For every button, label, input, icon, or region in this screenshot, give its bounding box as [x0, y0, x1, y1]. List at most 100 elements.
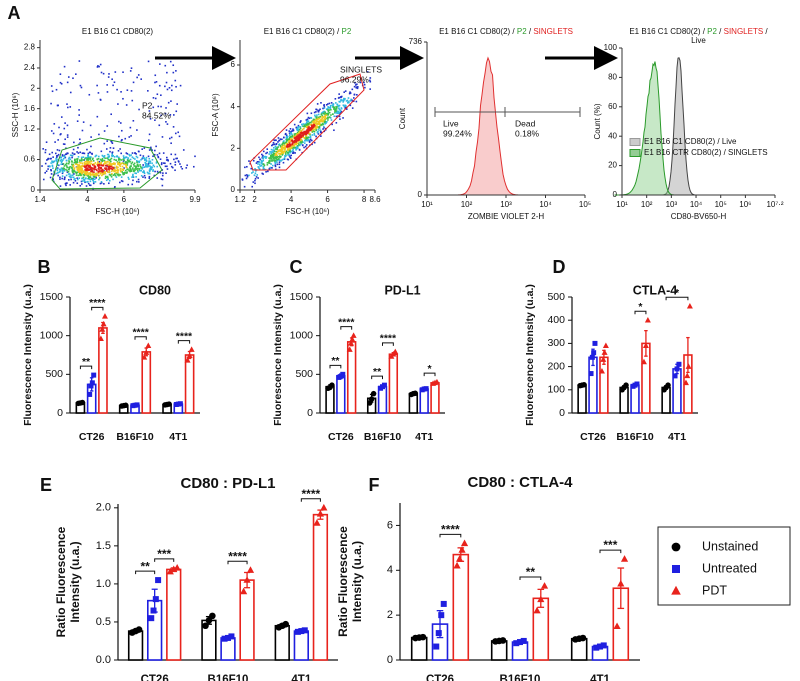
event-dot — [272, 152, 275, 155]
event-dot — [289, 144, 291, 146]
event-dot — [262, 163, 265, 165]
x-axis-label: FSC-H (10⁶) — [285, 207, 330, 216]
event-dot — [128, 136, 131, 138]
event-dot — [123, 159, 126, 161]
event-dot — [258, 168, 261, 170]
event-dot — [58, 168, 61, 171]
event-dot — [275, 156, 277, 158]
gate-percent: 99.24% — [443, 128, 472, 138]
event-dot — [92, 179, 94, 182]
event-dot — [77, 166, 80, 169]
event-dot — [281, 144, 283, 146]
event-dot — [148, 161, 150, 164]
event-dot — [125, 156, 128, 159]
y-tick-label: 0 — [418, 190, 423, 199]
event-dot — [52, 156, 54, 158]
y-tick-label: 2.8 — [24, 43, 36, 52]
event-dot — [47, 165, 50, 168]
event-dot — [148, 110, 151, 112]
data-point — [513, 640, 520, 647]
gate — [51, 137, 163, 190]
event-dot — [331, 104, 334, 106]
event-dot — [285, 154, 287, 157]
event-dot — [79, 171, 82, 173]
event-dot — [127, 183, 130, 186]
event-dot — [118, 135, 120, 138]
event-dot — [304, 145, 307, 148]
event-dot — [305, 123, 308, 126]
event-dot — [194, 155, 196, 158]
event-dot — [72, 148, 75, 151]
event-dot — [134, 158, 136, 160]
significance-bracket — [371, 375, 383, 380]
event-dot — [99, 170, 102, 172]
y-axis-label: Ratio Fluorescence — [336, 526, 350, 637]
event-dot — [269, 156, 272, 159]
event-dot — [141, 157, 144, 160]
event-dot — [120, 180, 123, 182]
event-dot — [101, 168, 104, 171]
event-dot — [138, 181, 140, 183]
event-dot — [152, 169, 154, 171]
data-point — [453, 561, 461, 569]
event-dot — [69, 106, 72, 108]
event-dot — [61, 170, 64, 172]
event-dot — [55, 168, 58, 170]
y-tick-label: 400 — [547, 314, 565, 326]
event-dot — [61, 175, 64, 177]
event-dot — [277, 146, 280, 148]
title-part: P2 — [707, 27, 717, 36]
event-dot — [272, 150, 274, 153]
event-dot — [307, 124, 309, 126]
title-part: P2 — [342, 27, 352, 36]
event-dot — [192, 165, 195, 168]
event-dot — [80, 170, 83, 172]
event-dot — [120, 129, 123, 132]
event-dot — [133, 170, 135, 173]
event-dot — [65, 165, 68, 167]
event-dot — [125, 152, 128, 154]
event-dot — [123, 157, 126, 160]
event-dot — [145, 158, 147, 161]
event-dot — [79, 142, 82, 144]
event-dot — [313, 130, 316, 133]
event-dot — [277, 158, 279, 161]
event-dot — [327, 119, 329, 121]
bar — [599, 356, 609, 414]
data-point — [148, 615, 155, 622]
event-dot — [175, 110, 178, 113]
event-dot — [172, 71, 175, 74]
event-dot — [64, 138, 66, 141]
event-dot — [50, 102, 52, 105]
event-dot — [173, 158, 175, 161]
event-dot — [82, 121, 85, 123]
event-dot — [70, 178, 72, 181]
event-dot — [75, 73, 77, 75]
event-dot — [265, 156, 268, 158]
event-dot — [127, 160, 130, 163]
event-dot — [66, 124, 69, 127]
y-axis-label: Count — [398, 107, 407, 129]
event-dot — [107, 166, 110, 169]
event-dot — [82, 152, 85, 154]
data-point — [433, 643, 440, 650]
event-dot — [84, 172, 86, 175]
event-dot — [273, 157, 276, 159]
plot-title: E1 B16 C1 CD80(2) — [82, 27, 153, 36]
data-point — [540, 582, 549, 589]
event-dot — [66, 166, 69, 169]
event-dot — [100, 164, 103, 166]
event-dot — [309, 138, 312, 141]
event-dot — [268, 162, 271, 164]
event-dot — [351, 100, 354, 102]
event-dot — [96, 163, 98, 166]
significance-bracket — [300, 498, 321, 502]
event-dot — [305, 121, 308, 123]
data-point — [99, 326, 106, 332]
event-dot — [75, 166, 78, 169]
event-dot — [160, 94, 162, 97]
event-dot — [258, 161, 260, 164]
event-dot — [105, 162, 107, 165]
event-dot — [162, 172, 164, 174]
